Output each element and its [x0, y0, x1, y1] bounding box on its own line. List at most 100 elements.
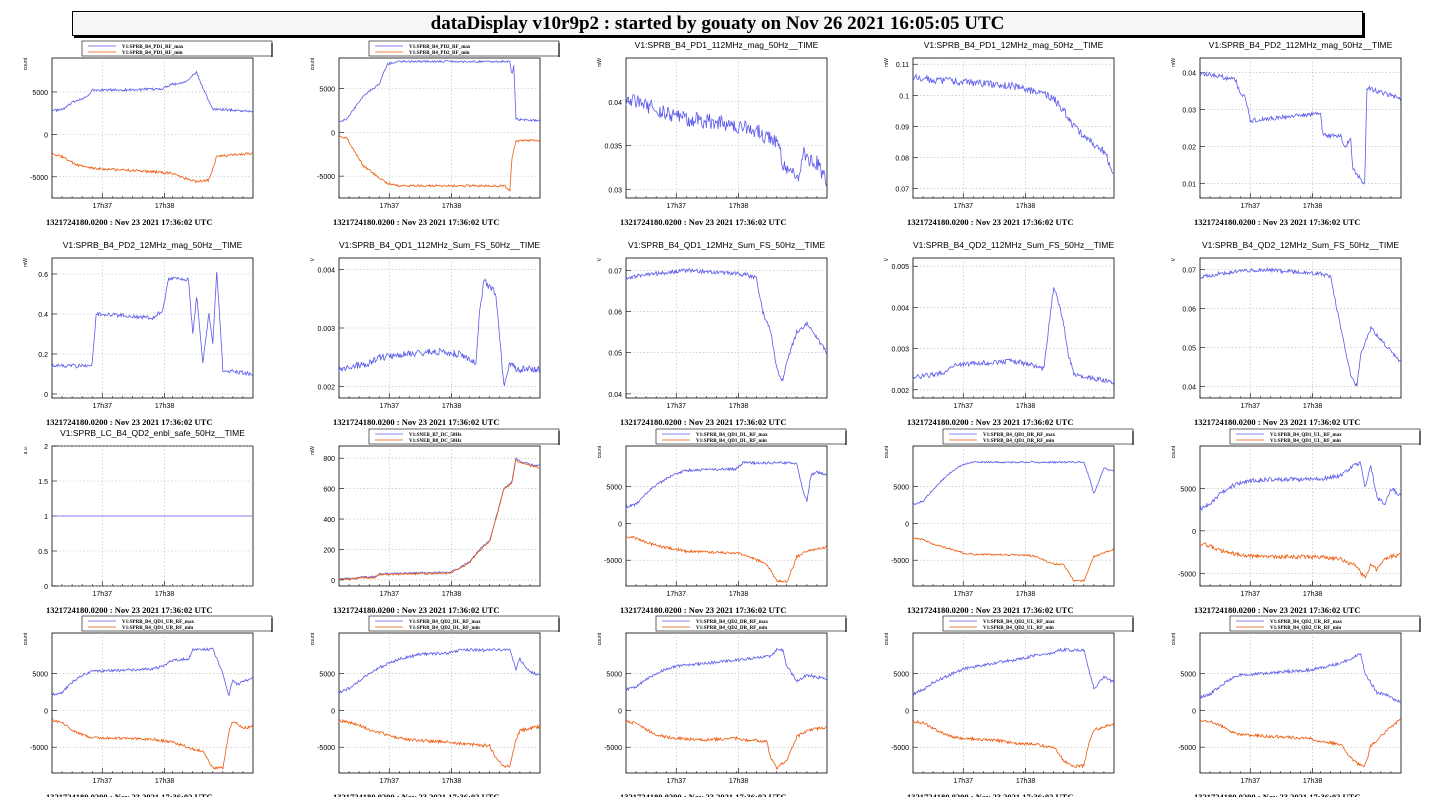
chart-panel: 0.04 0.035 0.03 17h37 17h38 mW V1:SPRB_B4_PD1_…: [597, 40, 828, 227]
y-tick-label: 0: [331, 708, 335, 715]
series-line: [1199, 460, 1402, 512]
y-tick-label: 1.5: [38, 479, 48, 486]
plot-frame: [625, 445, 828, 587]
chart-title: V1:SPRB_B4_PD2_12MHz_mag_50Hz__TIME: [63, 240, 243, 250]
x-tick-label: 17h37: [954, 203, 974, 210]
y-tick-label: 0.002: [317, 384, 335, 391]
y-tick-label: -5000: [1178, 745, 1196, 752]
legend-label: V1:SPRB_B4_PD1_RF_max: [122, 45, 184, 50]
y-axis-label: count: [884, 632, 890, 645]
y-tick-label: 0.05: [608, 351, 622, 358]
y-axis-label: V: [884, 257, 890, 261]
legend-label: V1:SNEB_B8_DC_50Hz: [409, 439, 462, 444]
plot-frame: [338, 257, 541, 399]
y-axis-label: mW: [597, 58, 603, 67]
series-line: [1199, 266, 1402, 387]
legend-label: V1:SPRB_B4_QD1_DL_RF_min: [696, 439, 767, 444]
y-axis-label: count: [884, 445, 890, 458]
y-tick-label: 5000: [606, 672, 622, 679]
legend-label: V1:SPRB_B4_QD2_UR_RF_min: [1270, 626, 1341, 631]
series-line: [51, 70, 254, 113]
y-tick-label: 0.08: [895, 156, 909, 163]
legend-label: V1:SPRB_B4_QD2_UR_RF_max: [1270, 620, 1342, 625]
x-tick-label: 17h38: [729, 203, 749, 210]
series-line: [338, 718, 541, 768]
x-tick-label: 17h37: [954, 403, 974, 410]
y-tick-label: 0: [44, 132, 48, 139]
series-line: [912, 287, 1115, 385]
y-tick-label: -5000: [317, 745, 335, 752]
y-tick-label: 0.03: [608, 187, 622, 194]
y-tick-label: 0.04: [1182, 384, 1196, 391]
y-tick-label: 0.6: [38, 272, 48, 279]
y-tick-label: 0.004: [317, 268, 335, 275]
legend-label: V1:SPRB_B4_QD2_DL_RF_min: [409, 626, 480, 631]
legend-label: V1:SPRB_B4_QD1_DL_RF_max: [696, 433, 768, 438]
chart-panel: 5000 0 -5000 17h37 17h38 count V1:SPRB_B4_QD1_…: [597, 428, 847, 615]
chart-footer: 1321724180.0200 : Nov 23 2021 17:36:02 U…: [333, 217, 499, 227]
x-tick-label: 17h38: [729, 778, 749, 785]
x-tick-label: 17h37: [667, 403, 687, 410]
series-line: [338, 135, 541, 193]
series-line: [51, 647, 254, 697]
x-tick-label: 17h37: [954, 591, 974, 598]
x-tick-label: 17h37: [1241, 403, 1261, 410]
y-tick-label: 0.4: [38, 312, 48, 319]
y-tick-label: 0.5: [38, 549, 48, 556]
x-tick-label: 17h38: [729, 403, 749, 410]
chart-footer: 1321724180.0200 : Nov 23 2021 17:36:02 U…: [620, 417, 786, 427]
series-line: [912, 720, 1115, 769]
y-tick-label: 0.003: [317, 326, 335, 333]
x-tick-label: 17h38: [442, 203, 462, 210]
y-tick-label: 5000: [893, 672, 909, 679]
y-axis-label: count: [597, 632, 603, 645]
legend-label: V1:SPRB_B4_QD1_UL_RF_min: [1270, 439, 1341, 444]
x-tick-label: 17h37: [380, 778, 400, 785]
series-line: [912, 537, 1115, 583]
y-tick-label: 0.04: [608, 392, 622, 399]
chart-panel: 0.004 0.003 0.002 17h37 17h38 V V1:SPRB_B4_QD1…: [310, 240, 541, 427]
chart-footer: 1321724180.0200 : Nov 23 2021 17:36:02 U…: [333, 605, 499, 615]
y-tick-label: 5000: [319, 87, 335, 94]
y-axis-label: V: [1171, 257, 1177, 261]
y-tick-label: 0.11: [896, 62, 909, 69]
y-tick-label: 1: [44, 514, 48, 521]
y-tick-label: -5000: [604, 745, 622, 752]
series-line: [1199, 653, 1402, 704]
y-tick-label: 0.005: [891, 264, 909, 271]
y-axis-label: mW: [1171, 58, 1177, 67]
plot-frame: [625, 57, 828, 199]
y-axis-label: a.u.: [23, 446, 29, 454]
series-line: [51, 718, 254, 770]
chart-footer: 1321724180.0200 : Nov 23 2021 17:36:02 U…: [620, 792, 786, 797]
y-axis-label: count: [1171, 632, 1177, 645]
chart-panel: 0.07 0.06 0.05 0.04 17h37 17h38 V V1:SPRB_B4_QD…: [1171, 240, 1402, 427]
chart-title: V1:SPRB_B4_QD2_12MHz_Sum_FS_50Hz__TIME: [1202, 240, 1399, 250]
plot-frame: [1199, 632, 1402, 774]
x-tick-label: 17h37: [954, 778, 974, 785]
x-tick-label: 17h38: [442, 591, 462, 598]
legend-label: V1:SPRB_B4_QD1_UR_RF_min: [122, 626, 193, 631]
series-line: [625, 460, 828, 509]
chart-panel: 0.11 0.1 0.09 0.08 0.07 17h37 17h38 mW V1:SPRB_B…: [884, 40, 1115, 227]
chart-title: V1:SPRB_B4_QD2_112MHz_Sum_FS_50Hz__TIME: [913, 240, 1114, 250]
y-tick-label: -5000: [891, 558, 909, 565]
legend-label: V1:SPRB_B4_PD2_RF_max: [409, 45, 471, 50]
x-tick-label: 17h38: [1016, 591, 1036, 598]
legend-label: V1:SPRB_B4_QD1_UR_RF_max: [122, 620, 194, 625]
y-tick-label: 5000: [606, 485, 622, 492]
y-tick-label: 0: [1192, 708, 1196, 715]
legend-label: V1:SPRB_B4_QD2_UL_RF_max: [983, 620, 1055, 625]
y-tick-label: -5000: [891, 745, 909, 752]
chart-footer: 1321724180.0200 : Nov 23 2021 17:36:02 U…: [46, 417, 212, 427]
y-tick-label: 400: [323, 517, 335, 524]
y-tick-label: 0: [44, 584, 48, 591]
chart-title: V1:SPRB_B4_PD1_12MHz_mag_50Hz__TIME: [924, 40, 1104, 50]
chart-panel: 0.6 0.4 0.2 0 17h37 17h38 mW V1:SPRB_B4_PD2_12M…: [23, 240, 254, 427]
plot-frame: [912, 632, 1115, 774]
y-tick-label: 0.09: [895, 124, 909, 131]
series-line: [625, 94, 828, 188]
y-tick-label: 5000: [1180, 486, 1196, 493]
chart-title: V1:SPRB_B4_QD1_12MHz_Sum_FS_50Hz__TIME: [628, 240, 825, 250]
